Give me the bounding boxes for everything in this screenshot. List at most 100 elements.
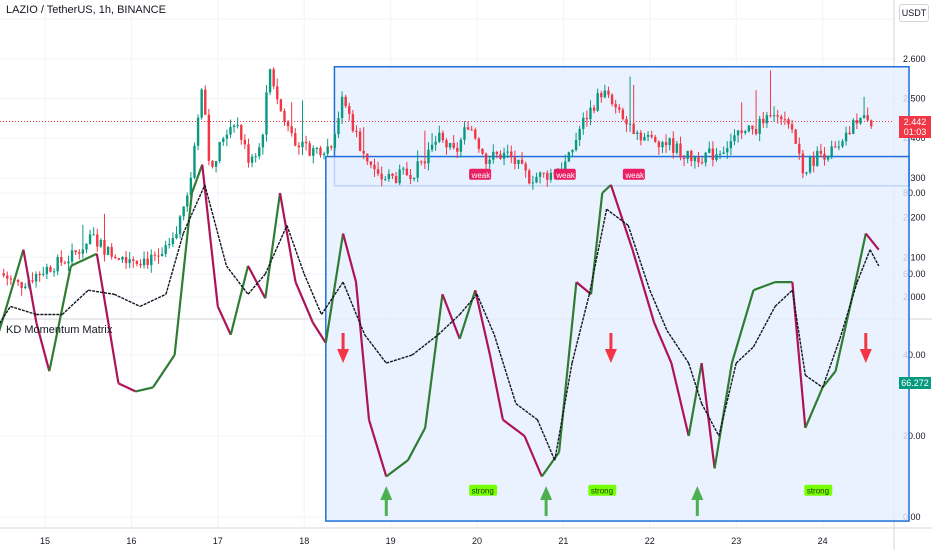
candle-body [808, 156, 812, 173]
k-line-segment [851, 233, 867, 295]
candle-body [844, 132, 848, 142]
d-line-segment [821, 338, 841, 388]
time-tick-label: 20 [472, 536, 482, 546]
candle-body [477, 138, 481, 149]
candle-body [211, 160, 214, 167]
candle-body [6, 275, 9, 279]
currency-button[interactable]: USDT [899, 4, 929, 22]
d-line-segment [752, 306, 776, 348]
candle-body [294, 133, 297, 146]
candle-body [157, 255, 160, 257]
candle-body [427, 149, 430, 164]
candle-body [409, 174, 412, 179]
candle-body [466, 127, 470, 130]
candle-body [834, 146, 837, 148]
candle-body [124, 257, 128, 264]
k-line-segment [294, 281, 314, 324]
candle-body [232, 125, 236, 128]
candle-body [484, 153, 488, 164]
indicator-tick-label: 0.00 [903, 512, 921, 522]
candle-body [376, 169, 380, 174]
indicator-tick-label: 60.00 [903, 269, 926, 279]
candle-body [528, 170, 531, 184]
k-line-segment [653, 322, 673, 364]
d-line-segment [247, 273, 266, 295]
sell-arrow [859, 333, 872, 363]
candle-body [128, 259, 131, 264]
candle-body [196, 117, 200, 146]
k-line-segment [609, 184, 634, 251]
candle-body [117, 258, 121, 260]
symbol-title[interactable]: LAZIO / TetherUS, 1h, BINANCE [6, 4, 166, 16]
candle-body [178, 216, 182, 235]
candle-body [225, 134, 229, 139]
candle-body [175, 234, 178, 239]
indicator-title[interactable]: KD Momentum Matrix [6, 324, 113, 336]
k-line-segment [264, 192, 282, 299]
candle-body [499, 154, 502, 159]
candle-body [297, 145, 301, 148]
candle-body [405, 168, 409, 175]
candle-body [531, 182, 535, 184]
candle-body [826, 157, 830, 160]
candle-body [146, 258, 149, 266]
strong-badge [469, 484, 498, 496]
candle-body [632, 123, 635, 134]
candle-body [542, 172, 545, 174]
candle-body [250, 156, 254, 163]
candle-body [214, 161, 218, 167]
candle-body [456, 147, 459, 152]
candle-body [668, 138, 671, 146]
candle-body [384, 179, 387, 181]
candle-body [301, 141, 304, 148]
candle-body [319, 147, 322, 156]
candle-body [679, 143, 682, 158]
candle-body [247, 144, 250, 163]
k-line-segment [22, 249, 38, 323]
candle-body [812, 156, 815, 166]
candle-body [819, 150, 823, 154]
k-line-segment [135, 386, 154, 393]
time-tick-label: 16 [126, 536, 136, 546]
k-line-segment [201, 164, 219, 307]
d-line-segment [10, 305, 37, 316]
candle-body [823, 153, 826, 160]
candle-body [747, 125, 751, 132]
d-line-segment [61, 289, 89, 316]
k-line-segment [48, 265, 72, 372]
candle-body [639, 132, 643, 141]
candle-body [20, 282, 23, 289]
candle-body [63, 262, 67, 264]
candle-body [186, 195, 189, 207]
candle-body [682, 157, 686, 159]
candle-body [574, 139, 578, 151]
candle-body [171, 238, 175, 245]
time-tick-label: 22 [645, 536, 655, 546]
candle-body [718, 153, 722, 155]
candle-body [189, 177, 193, 196]
candle-body [337, 118, 340, 135]
candle-body [286, 121, 290, 127]
candle-body [106, 246, 110, 255]
candle-body [344, 96, 347, 107]
indicator-tick-label: 20.00 [903, 431, 926, 441]
candle-body [664, 142, 668, 146]
k-line-segment [311, 322, 327, 344]
candle-body [207, 114, 211, 161]
candle-body [762, 118, 765, 124]
candle-body [592, 107, 596, 111]
candle-body [81, 249, 85, 254]
candle-body [772, 115, 776, 117]
candle-body [787, 119, 790, 125]
candle-body [740, 130, 743, 133]
strong-badge-label: strong [472, 487, 494, 496]
candle-body [693, 156, 697, 162]
candle-body [243, 139, 247, 145]
candle-body [852, 120, 855, 134]
k-line-segment [523, 435, 543, 477]
last-price-value: 2.442 [903, 117, 927, 127]
price-tick-label: 2.500 [903, 94, 926, 104]
candle-body [751, 125, 754, 130]
candle-body [492, 151, 495, 160]
